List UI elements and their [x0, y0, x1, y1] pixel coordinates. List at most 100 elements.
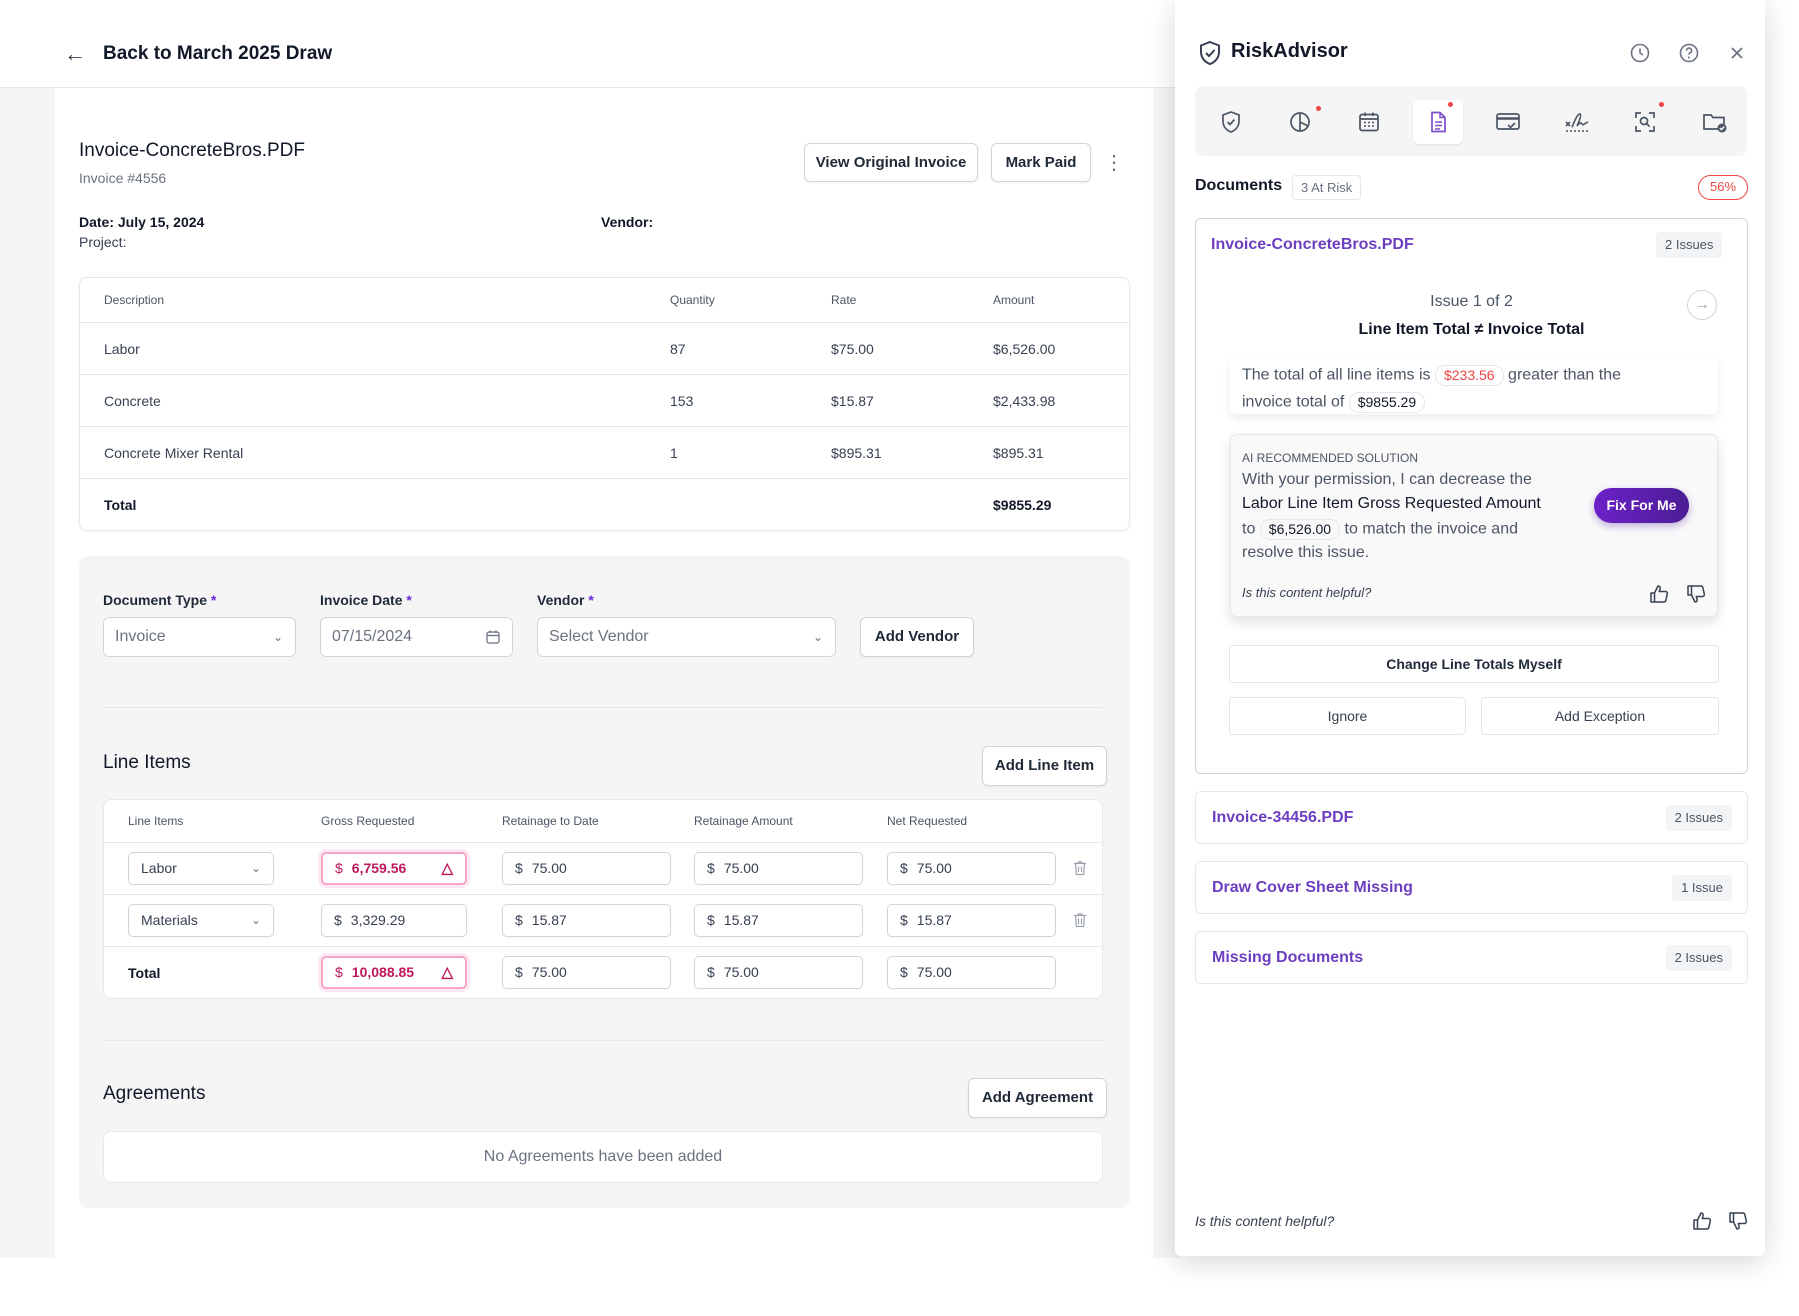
document-type-select[interactable]: Invoice ⌄: [103, 617, 296, 657]
document-issue-card[interactable]: Draw Cover Sheet Missing 1 Issue: [1195, 861, 1748, 914]
tab-documents[interactable]: [1413, 100, 1463, 144]
retainage-to-date-total[interactable]: $75.00: [502, 956, 671, 989]
document-link[interactable]: Missing Documents: [1212, 949, 1364, 966]
invoice-number: Invoice #4556: [79, 170, 167, 186]
shield-check-icon: [1222, 111, 1240, 133]
agreements-empty-state: No Agreements have been added: [103, 1131, 1103, 1183]
issue-title: Line Item Total ≠ Invoice Total: [1358, 321, 1585, 338]
issue-description-line1: The total of all line items is $233.56 g…: [1242, 365, 1621, 386]
column-header: Description: [104, 293, 165, 307]
column-header: Quantity: [670, 293, 715, 307]
cell-amount: $895.31: [993, 445, 1044, 461]
recommended-amount-pill: $6,526.00: [1259, 519, 1341, 540]
tab-inspection[interactable]: [1620, 100, 1670, 144]
document-icon: [1431, 111, 1446, 133]
fix-for-me-button[interactable]: Fix For Me: [1594, 488, 1689, 523]
panel-title: RiskAdvisor: [1231, 40, 1348, 62]
tab-budget[interactable]: [1275, 100, 1325, 144]
document-type-label: Document Type *: [103, 592, 217, 608]
line-items-title: Line Items: [103, 752, 191, 773]
credit-card-check-icon: [1496, 113, 1520, 130]
cell-rate: $895.31: [831, 445, 882, 461]
at-risk-badge: 3 At Risk: [1292, 175, 1362, 200]
gross-total-input[interactable]: $10,088.85 △: [321, 956, 467, 989]
invoice-date-field[interactable]: 07/15/2024: [320, 617, 513, 657]
vendor-select[interactable]: Select Vendor ⌄: [537, 617, 836, 657]
notification-dot: [1659, 102, 1664, 107]
add-line-item-button[interactable]: Add Line Item: [982, 746, 1107, 786]
thumbs-down-icon[interactable]: [1727, 1210, 1749, 1232]
tab-signatures[interactable]: [1551, 100, 1601, 144]
document-title: Invoice-ConcreteBros.PDF: [79, 140, 305, 161]
retainage-to-date-input[interactable]: $15.87: [502, 904, 671, 937]
line-item-select[interactable]: Materials ⌄: [128, 904, 274, 937]
add-exception-button[interactable]: Add Exception: [1481, 697, 1719, 735]
document-link[interactable]: Invoice-34456.PDF: [1212, 809, 1354, 826]
ai-solution-line1: With your permission, I can decrease the: [1242, 471, 1532, 488]
cell-quantity: 87: [670, 341, 686, 357]
retainage-amount-total[interactable]: $75.00: [694, 956, 863, 989]
chevron-down-icon: ⌄: [272, 630, 283, 644]
calendar-icon: [486, 630, 500, 644]
total-label: Total: [104, 497, 137, 513]
change-line-totals-button[interactable]: Change Line Totals Myself: [1229, 645, 1719, 683]
back-link[interactable]: Back to March 2025 Draw: [103, 43, 333, 64]
issues-badge: 2 Issues: [1665, 805, 1732, 831]
add-agreement-button[interactable]: Add Agreement: [968, 1078, 1107, 1118]
net-requested-total[interactable]: $75.00: [887, 956, 1056, 989]
net-requested-input[interactable]: $75.00: [887, 852, 1056, 885]
column-header: Net Requested: [887, 814, 968, 828]
next-issue-arrow-icon[interactable]: →: [1687, 290, 1717, 320]
top-bar: [0, 0, 1180, 88]
thumbs-down-icon[interactable]: [1685, 583, 1707, 605]
line-item-total-row: Total $10,088.85 △ $75.00 $75.00 $75.00: [104, 946, 1102, 998]
helpful-prompt: Is this content helpful?: [1242, 585, 1372, 600]
document-link[interactable]: Draw Cover Sheet Missing: [1212, 879, 1413, 896]
help-icon[interactable]: [1678, 42, 1700, 64]
chevron-down-icon: ⌄: [250, 913, 261, 927]
cell-amount: $2,433.98: [993, 393, 1056, 409]
documents-section-title: Documents: [1195, 177, 1283, 194]
tab-schedule[interactable]: [1344, 100, 1394, 144]
document-issue-card[interactable]: Missing Documents 2 Issues: [1195, 931, 1748, 984]
line-item-select[interactable]: Labor ⌄: [128, 852, 274, 885]
document-issue-card[interactable]: Invoice-34456.PDF 2 Issues: [1195, 791, 1748, 844]
line-items-table: Line Items Gross Requested Retainage to …: [103, 799, 1103, 999]
table-row: Labor 87 $75.00 $6,526.00: [80, 322, 1129, 374]
divider: [103, 1040, 1103, 1041]
ignore-button[interactable]: Ignore: [1229, 697, 1466, 735]
net-requested-input[interactable]: $15.87: [887, 904, 1056, 937]
column-header: Rate: [831, 293, 857, 307]
notification-dot: [1316, 106, 1321, 111]
view-original-invoice-button[interactable]: View Original Invoice: [804, 143, 978, 182]
notification-dot: [1448, 102, 1453, 107]
retainage-to-date-input[interactable]: $75.00: [502, 852, 671, 885]
back-arrow-icon[interactable]: ←: [64, 41, 86, 66]
tab-files[interactable]: [1689, 100, 1739, 144]
agreements-title: Agreements: [103, 1083, 206, 1104]
total-label: Total: [128, 965, 161, 981]
history-clock-icon[interactable]: [1629, 42, 1651, 64]
thumbs-up-icon[interactable]: [1648, 583, 1670, 605]
gross-requested-input[interactable]: $6,759.56 △: [321, 852, 467, 885]
add-vendor-button[interactable]: Add Vendor: [860, 617, 974, 657]
trash-icon[interactable]: [1073, 912, 1087, 928]
ai-solution-box: [1230, 434, 1718, 617]
tab-payments[interactable]: [1482, 100, 1532, 144]
gross-requested-input[interactable]: $3,329.29: [321, 904, 467, 937]
column-header: Retainage Amount: [694, 814, 793, 828]
cell-rate: $75.00: [831, 341, 874, 357]
total-amount: $9855.29: [993, 497, 1052, 513]
tab-compliance[interactable]: [1206, 100, 1256, 144]
thumbs-up-icon[interactable]: [1691, 1210, 1713, 1232]
close-icon[interactable]: [1726, 42, 1748, 64]
cell-amount: $6,526.00: [993, 341, 1056, 357]
retainage-amount-input[interactable]: $75.00: [694, 852, 863, 885]
folder-check-icon: [1703, 114, 1727, 133]
mark-paid-button[interactable]: Mark Paid: [991, 143, 1091, 182]
trash-icon[interactable]: [1073, 860, 1087, 876]
warning-icon: △: [441, 860, 453, 877]
retainage-amount-input[interactable]: $15.87: [694, 904, 863, 937]
document-link[interactable]: Invoice-ConcreteBros.PDF: [1211, 236, 1414, 253]
more-options-icon[interactable]: ⋮: [1104, 152, 1124, 174]
